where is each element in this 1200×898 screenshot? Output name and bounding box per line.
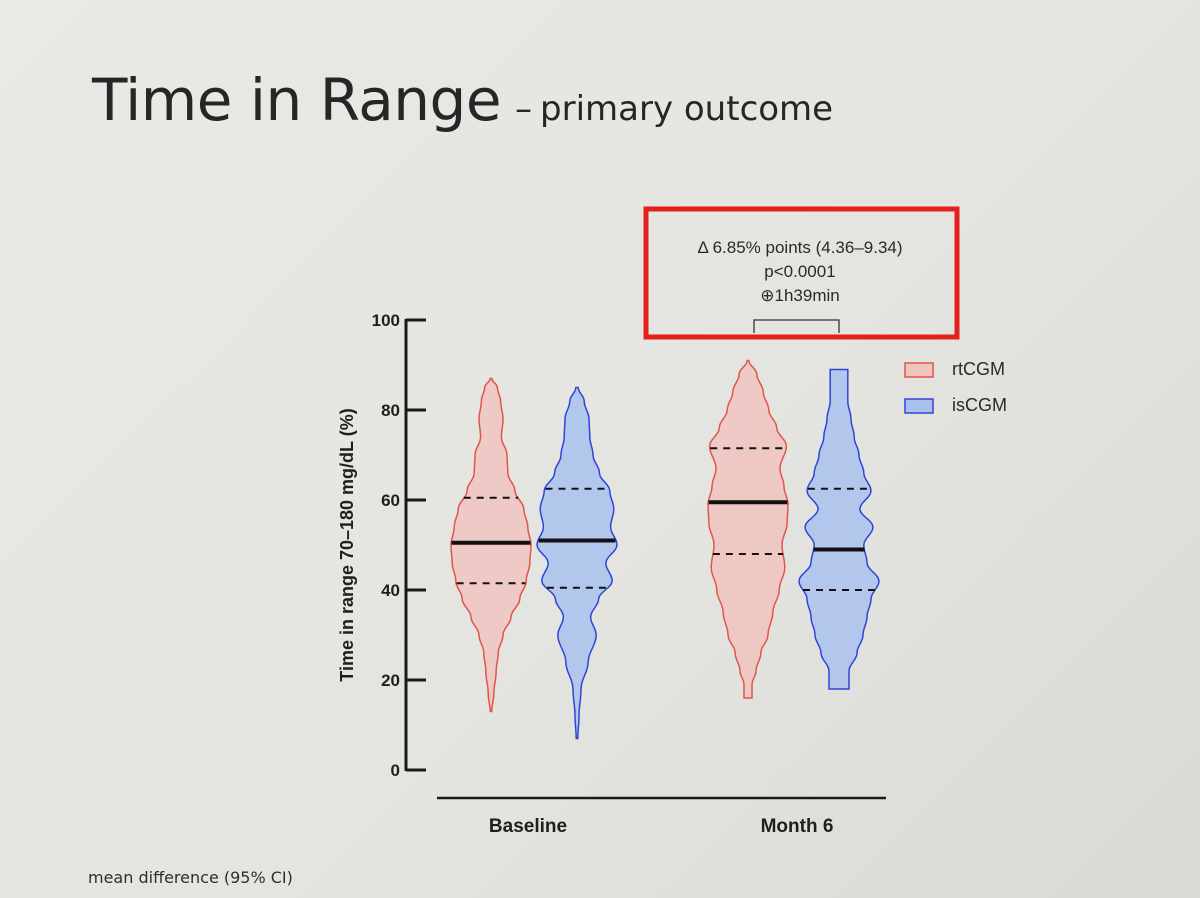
title-separator: –: [515, 89, 533, 129]
significance-bracket: [753, 319, 840, 333]
annotation-box: [643, 206, 960, 340]
x-category-label-1: Month 6: [761, 816, 834, 837]
annotation-line-2: ⊕1h39min: [760, 286, 839, 305]
y-tick-label-20: 20: [381, 671, 400, 690]
legend-label-rtCGM: rtCGM: [952, 359, 1005, 379]
legend-label-isCGM: isCGM: [952, 395, 1007, 415]
footnote: mean difference (95% CI): [88, 868, 293, 887]
legend-swatch-rtCGM: [904, 362, 934, 378]
x-category-label-0: Baseline: [489, 816, 567, 837]
annotation-line-0: Δ 6.85% points (4.36–9.34): [697, 238, 902, 257]
violin-rtCGM-1: [707, 359, 789, 699]
y-tick-label-40: 40: [381, 581, 400, 600]
violin-rtCGM-0: [450, 377, 532, 713]
violin-isCGM-1: [798, 368, 880, 690]
violin-isCGM-0: [536, 386, 618, 740]
y-tick-label-80: 80: [381, 401, 400, 420]
y-tick-label-0: 0: [391, 761, 400, 780]
y-tick-label-60: 60: [381, 491, 400, 510]
annotation-line-1: p<0.0001: [764, 262, 835, 281]
y-tick-label-100: 100: [372, 311, 400, 330]
title-main: Time in Range: [92, 66, 502, 134]
slide-title: Time in Range – primary outcome: [92, 66, 833, 134]
y-axis-title: Time in range 70–180 mg/dL (%): [337, 408, 357, 681]
title-subtitle: primary outcome: [540, 89, 834, 129]
legend-swatch-isCGM: [904, 398, 934, 414]
